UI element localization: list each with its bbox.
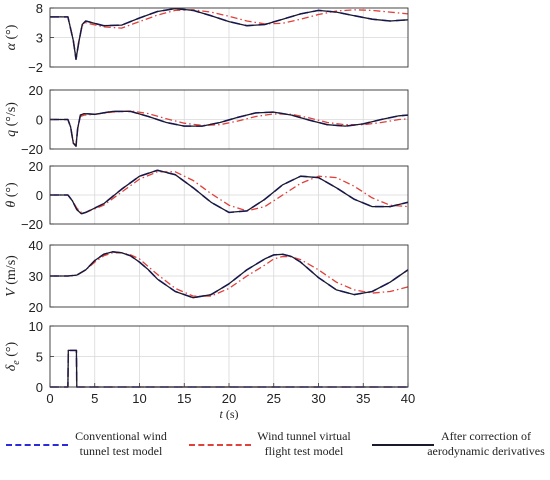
series-line-virtual-flight — [50, 252, 409, 297]
panel-1: 8 3 −2 α (°) — [4, 1, 409, 75]
x-tick-label: 25 — [267, 391, 281, 406]
series-line-corrected — [50, 7, 409, 60]
x-axis-variable: t — [219, 407, 223, 420]
legend-label-conventional-line1: Conventional wind — [75, 429, 167, 443]
legend-item-virtual-flight: Wind tunnel virtual flight test model — [183, 418, 366, 480]
x-tick-label: 15 — [177, 391, 191, 406]
legend-item-corrected: After correction of aerodynamic derivati… — [366, 418, 550, 480]
series-line-corrected — [50, 169, 409, 215]
y-axis-unit: (°) — [4, 182, 19, 201]
legend-label-virtual-flight-line2: flight test model — [264, 444, 344, 458]
legend-label-virtual-flight-line1: Wind tunnel virtual — [257, 429, 351, 443]
x-axis-unit: (s) — [223, 407, 239, 420]
legend: Conventional wind tunnel test model Wind… — [0, 418, 550, 480]
y-tick-label: 0 — [36, 380, 43, 395]
y-axis-variable: V — [4, 287, 19, 297]
legend-label-conventional-line2: tunnel test model — [79, 444, 163, 458]
legend-label-corrected-line1: After correction of — [441, 429, 531, 443]
x-tick-label: 40 — [401, 391, 415, 406]
y-tick-label: 20 — [29, 300, 43, 315]
y-axis-unit: (m/s) — [4, 255, 19, 288]
y-axis-subscript: e — [11, 360, 22, 365]
y-tick-label: 8 — [36, 1, 43, 16]
x-axis-label: t (s) — [219, 407, 238, 420]
legend-swatch-virtual-flight — [189, 444, 251, 446]
legend-swatch-corrected — [372, 444, 434, 446]
y-axis-variable: θ — [4, 201, 19, 208]
y-axis-variable: δ — [4, 364, 19, 371]
y-tick-label: 5 — [36, 350, 43, 365]
y-axis-unit: (°) — [4, 24, 19, 43]
legend-item-conventional: Conventional wind tunnel test model — [0, 418, 183, 480]
y-axis-label: θ (°) — [4, 182, 19, 208]
series-line-corrected — [50, 110, 409, 147]
y-tick-label: 30 — [29, 269, 43, 284]
legend-label-conventional: Conventional wind tunnel test model — [62, 429, 180, 459]
y-tick-label: 10 — [29, 319, 43, 334]
x-tick-label: 20 — [222, 391, 236, 406]
y-axis-label: q (°/s) — [4, 102, 19, 137]
y-axis-variable: α — [4, 42, 19, 50]
y-tick-label: 0 — [36, 188, 43, 203]
legend-label-virtual-flight: Wind tunnel virtual flight test model — [243, 429, 365, 459]
series-line-virtual-flight — [50, 171, 409, 214]
y-tick-label: 0 — [36, 113, 43, 128]
y-tick-label: −20 — [21, 217, 43, 232]
y-tick-label: 20 — [29, 159, 43, 174]
y-tick-label: 40 — [29, 238, 43, 253]
legend-label-corrected-line2: aerodynamic derivatives — [427, 444, 545, 458]
y-tick-label: 20 — [29, 83, 43, 98]
x-tick-label: 35 — [356, 391, 370, 406]
panel-5: 10 5 0 δe (°) 0 5 10 15 20 25 30 35 40 t (s) — [4, 319, 415, 420]
y-axis-label: α (°) — [4, 24, 19, 50]
y-tick-label: 3 — [36, 31, 43, 46]
y-axis-unit: (°) — [4, 341, 19, 360]
x-tick-label: 5 — [91, 391, 98, 406]
y-axis-unit: (°/s) — [4, 102, 19, 130]
legend-label-corrected: After correction of aerodynamic derivati… — [422, 429, 550, 459]
x-tick-label: 0 — [46, 391, 53, 406]
panel-3: 200−20θ (°) — [4, 159, 409, 232]
series-line-corrected — [50, 251, 409, 299]
panel-2: 20 0 −20q (°/s) — [4, 83, 409, 157]
y-tick-label: −2 — [28, 60, 43, 75]
y-axis-label: V (m/s) — [4, 255, 19, 297]
legend-swatch-conventional — [6, 444, 68, 446]
y-tick-label: −20 — [21, 142, 43, 157]
x-tick-label: 30 — [311, 391, 325, 406]
y-axis-label: δe (°) — [4, 341, 22, 371]
panel-4: 40 30 20 V (m/s) — [4, 238, 409, 315]
figure-canvas: 83−2α (°)200−20q (°/s)200−20θ (°)403020V… — [4, 1, 415, 420]
x-tick-label: 10 — [132, 391, 146, 406]
y-axis-variable: q — [4, 130, 19, 137]
